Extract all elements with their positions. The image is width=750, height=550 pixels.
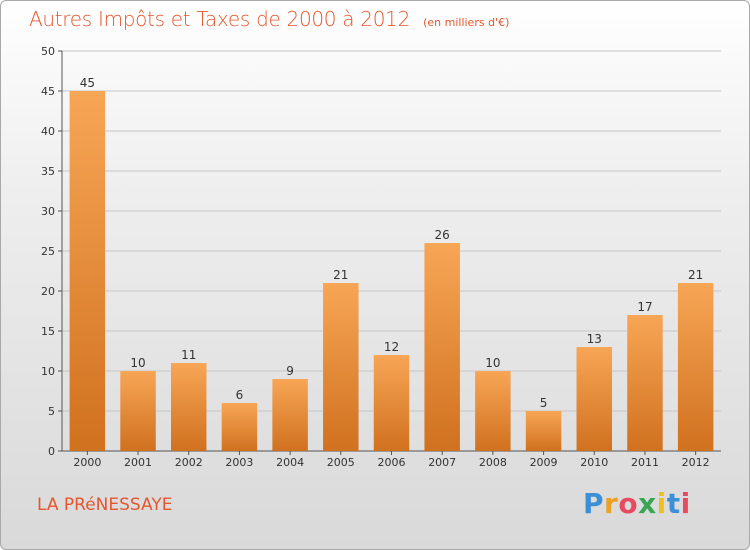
x-tick-label: 2006 <box>378 456 406 469</box>
data-label: 21 <box>688 268 703 282</box>
y-tick-label: 15 <box>41 325 55 338</box>
x-tick-label: 2000 <box>73 456 101 469</box>
y-tick-label: 5 <box>48 405 55 418</box>
x-tick-label: 2001 <box>124 456 152 469</box>
y-tick-label: 35 <box>41 165 55 178</box>
y-tick-label: 30 <box>41 205 55 218</box>
logo-letter: P <box>583 487 605 520</box>
logo-letter: t <box>666 487 681 520</box>
x-tick-label: 2007 <box>428 456 456 469</box>
x-tick-label: 2004 <box>276 456 304 469</box>
proxiti-logo: Proxiti <box>583 487 691 520</box>
y-tick-label: 50 <box>41 45 55 58</box>
data-label: 10 <box>485 356 500 370</box>
data-label: 21 <box>333 268 348 282</box>
data-label: 11 <box>181 348 196 362</box>
x-tick-label: 2005 <box>327 456 355 469</box>
data-label: 26 <box>435 228 450 242</box>
x-tick-label: 2003 <box>225 456 253 469</box>
chart-title-main: Autres Impôts et Taxes de 2000 à 2012 <box>29 7 410 31</box>
bar-2011 <box>627 315 663 451</box>
y-tick-label: 20 <box>41 285 55 298</box>
logo-letter: x <box>638 487 657 520</box>
bar-2001 <box>120 371 156 451</box>
bar-2007 <box>424 243 460 451</box>
data-label: 9 <box>286 364 294 378</box>
chart-title-unit: (en milliers d'€) <box>423 16 510 29</box>
data-label: 6 <box>236 388 244 402</box>
bar-2005 <box>323 283 359 451</box>
data-label: 17 <box>637 300 652 314</box>
logo-letter: i <box>656 487 667 520</box>
bar-2010 <box>576 347 613 451</box>
data-label: 5 <box>540 396 548 410</box>
bar-2012 <box>677 283 714 451</box>
bar-2009 <box>525 411 562 451</box>
x-tick-label: 2008 <box>479 456 507 469</box>
bar-2008 <box>475 371 511 451</box>
chart-title: Autres Impôts et Taxes de 2000 à 2012 (e… <box>29 7 509 31</box>
logo-letter: o <box>618 487 639 520</box>
data-label: 13 <box>587 332 602 346</box>
logo-letter: r <box>604 487 619 520</box>
bar-2002 <box>170 363 207 451</box>
data-label: 45 <box>80 76 95 90</box>
bar-2000 <box>69 91 106 451</box>
y-tick-label: 0 <box>48 445 55 458</box>
commune-name: LA PRéNESSAYE <box>37 495 173 515</box>
x-tick-label: 2011 <box>631 456 659 469</box>
data-label: 12 <box>384 340 399 354</box>
y-tick-label: 45 <box>41 85 55 98</box>
y-tick-label: 10 <box>41 365 55 378</box>
x-tick-label: 2012 <box>682 456 710 469</box>
data-label: 10 <box>130 356 145 370</box>
x-tick-label: 2010 <box>580 456 608 469</box>
y-tick-label: 40 <box>41 125 55 138</box>
bar-2003 <box>221 403 258 451</box>
logo-letter: i <box>680 487 691 520</box>
bar-2004 <box>272 379 308 451</box>
bar-2006 <box>373 355 410 451</box>
y-tick-label: 25 <box>41 245 55 258</box>
x-tick-label: 2009 <box>530 456 558 469</box>
x-tick-label: 2002 <box>175 456 203 469</box>
